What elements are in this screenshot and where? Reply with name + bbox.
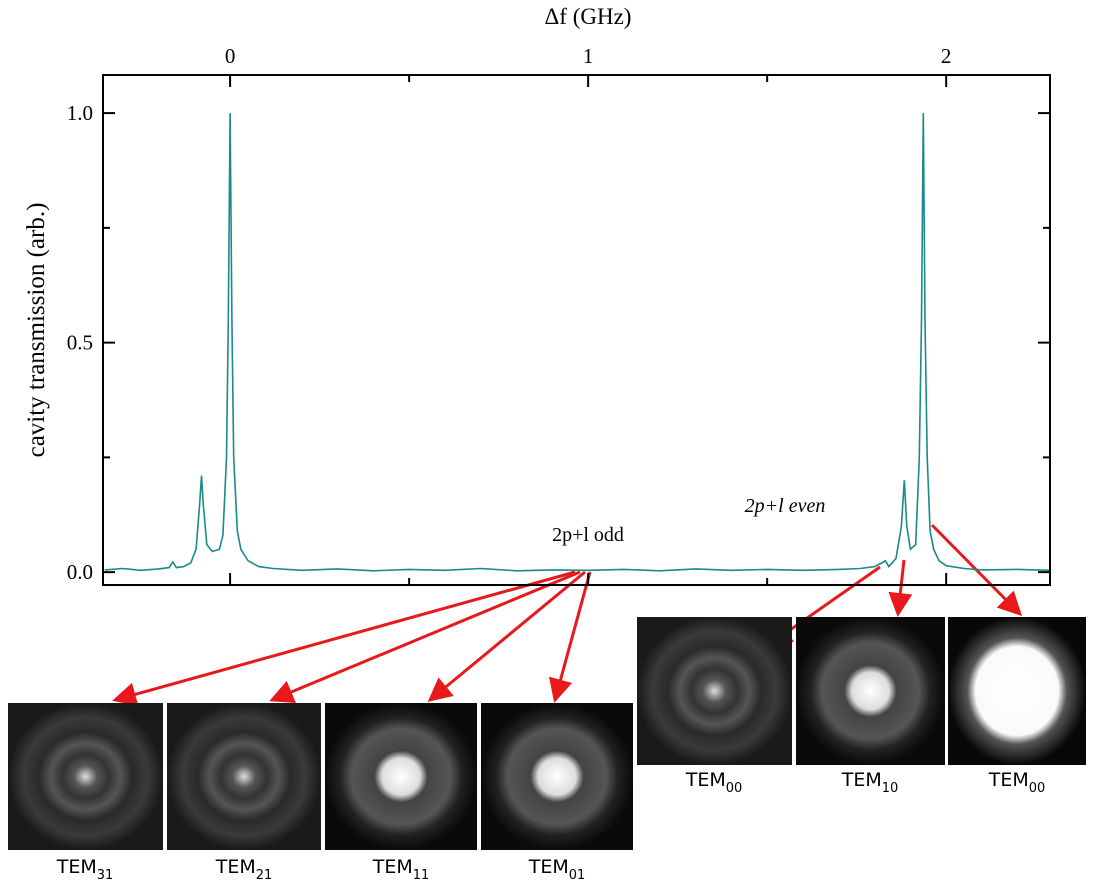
- mode-label-sub: 01: [569, 868, 586, 883]
- mode-label-base: TEM: [685, 769, 726, 791]
- x-tick-label: 1: [583, 44, 594, 68]
- mode-label: TEM10: [841, 769, 899, 796]
- mode-label-base: TEM: [372, 856, 413, 878]
- mode-label-sub: 00: [1029, 781, 1046, 796]
- y-tick-label: 0.0: [67, 560, 93, 584]
- mode-label-base: TEM: [841, 769, 882, 791]
- mode-label-sub: 00: [726, 781, 743, 796]
- mode-label: TEM00: [685, 769, 743, 796]
- x-tick-label: 2: [941, 44, 952, 68]
- mode-label: TEM31: [56, 856, 114, 883]
- red-arrows: [112, 523, 1023, 706]
- x-tick-label: 0: [225, 44, 236, 68]
- mode-label-base: TEM: [528, 856, 569, 878]
- y-axis-label: cavity transmission (arb.): [23, 203, 50, 458]
- mode-label: TEM01: [528, 856, 586, 883]
- annotation: 2p+l odd: [552, 524, 624, 546]
- mode-label-sub: 31: [97, 868, 114, 883]
- mode-label: TEM11: [372, 856, 430, 883]
- data-line: [104, 113, 1051, 572]
- plot-frame: [102, 74, 1051, 586]
- mode-label-base: TEM: [988, 769, 1029, 791]
- y-tick-label: 1.0: [67, 101, 93, 125]
- mode-label-sub: 10: [882, 781, 899, 796]
- mode-label: TEM21: [215, 856, 273, 883]
- annotation: 2p+l even: [745, 495, 826, 517]
- mode-label-sub: 11: [413, 868, 430, 883]
- mode-label: TEM00: [988, 769, 1046, 796]
- mode-photos: [8, 617, 1086, 850]
- mode-label-sub: 21: [256, 868, 273, 883]
- mode-label-base: TEM: [215, 856, 256, 878]
- x-axis-label: Δf (GHz): [545, 4, 632, 29]
- y-tick-label: 0.5: [67, 331, 93, 355]
- mode-label-base: TEM: [56, 856, 97, 878]
